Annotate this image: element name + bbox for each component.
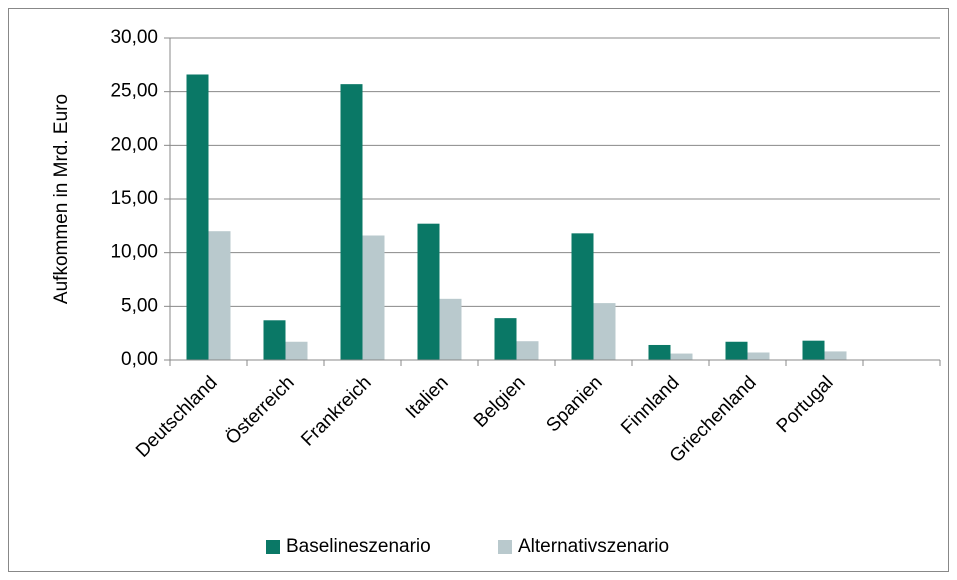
legend-label: Alternativszenario [518,536,669,557]
bar [263,320,286,360]
y-tick-label: 25,00 [110,81,158,102]
legend-swatch [266,540,280,554]
bar [593,303,616,360]
bar [648,344,671,360]
bar [747,352,770,360]
y-tick-label: 5,00 [121,295,158,316]
bar [802,340,825,360]
bar [417,223,440,360]
bar [340,84,363,361]
bar [494,318,517,360]
chart-frame [8,8,949,572]
bar [362,235,385,360]
bar [824,351,847,360]
bar [725,341,748,360]
bar [571,233,594,360]
bar [439,298,462,360]
y-tick-label: 0,00 [121,349,158,370]
bar [516,341,539,360]
y-axis-label: Aufkommen in Mrd. Euro [51,94,72,304]
bar [186,74,209,360]
y-tick-label: 10,00 [110,242,158,263]
y-tick-label: 30,00 [110,27,158,48]
legend-swatch [498,540,512,554]
bar [208,231,231,360]
y-tick-label: 20,00 [110,134,158,155]
bar [670,353,693,360]
legend-label: Baselineszenario [286,536,431,557]
bar [285,341,308,360]
y-tick-label: 15,00 [110,188,158,209]
